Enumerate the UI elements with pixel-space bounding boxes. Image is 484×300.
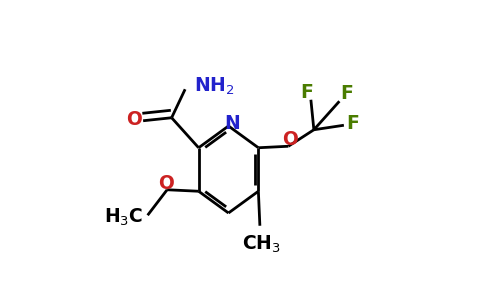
Text: F: F xyxy=(346,114,359,133)
Text: O: O xyxy=(283,130,299,149)
Text: F: F xyxy=(300,83,313,102)
Text: O: O xyxy=(126,110,142,129)
Text: F: F xyxy=(340,84,353,103)
Text: NH$_2$: NH$_2$ xyxy=(194,76,234,97)
Text: O: O xyxy=(158,174,174,193)
Text: H$_3$C: H$_3$C xyxy=(104,207,143,228)
Text: CH$_3$: CH$_3$ xyxy=(242,234,281,256)
Text: N: N xyxy=(225,114,240,134)
